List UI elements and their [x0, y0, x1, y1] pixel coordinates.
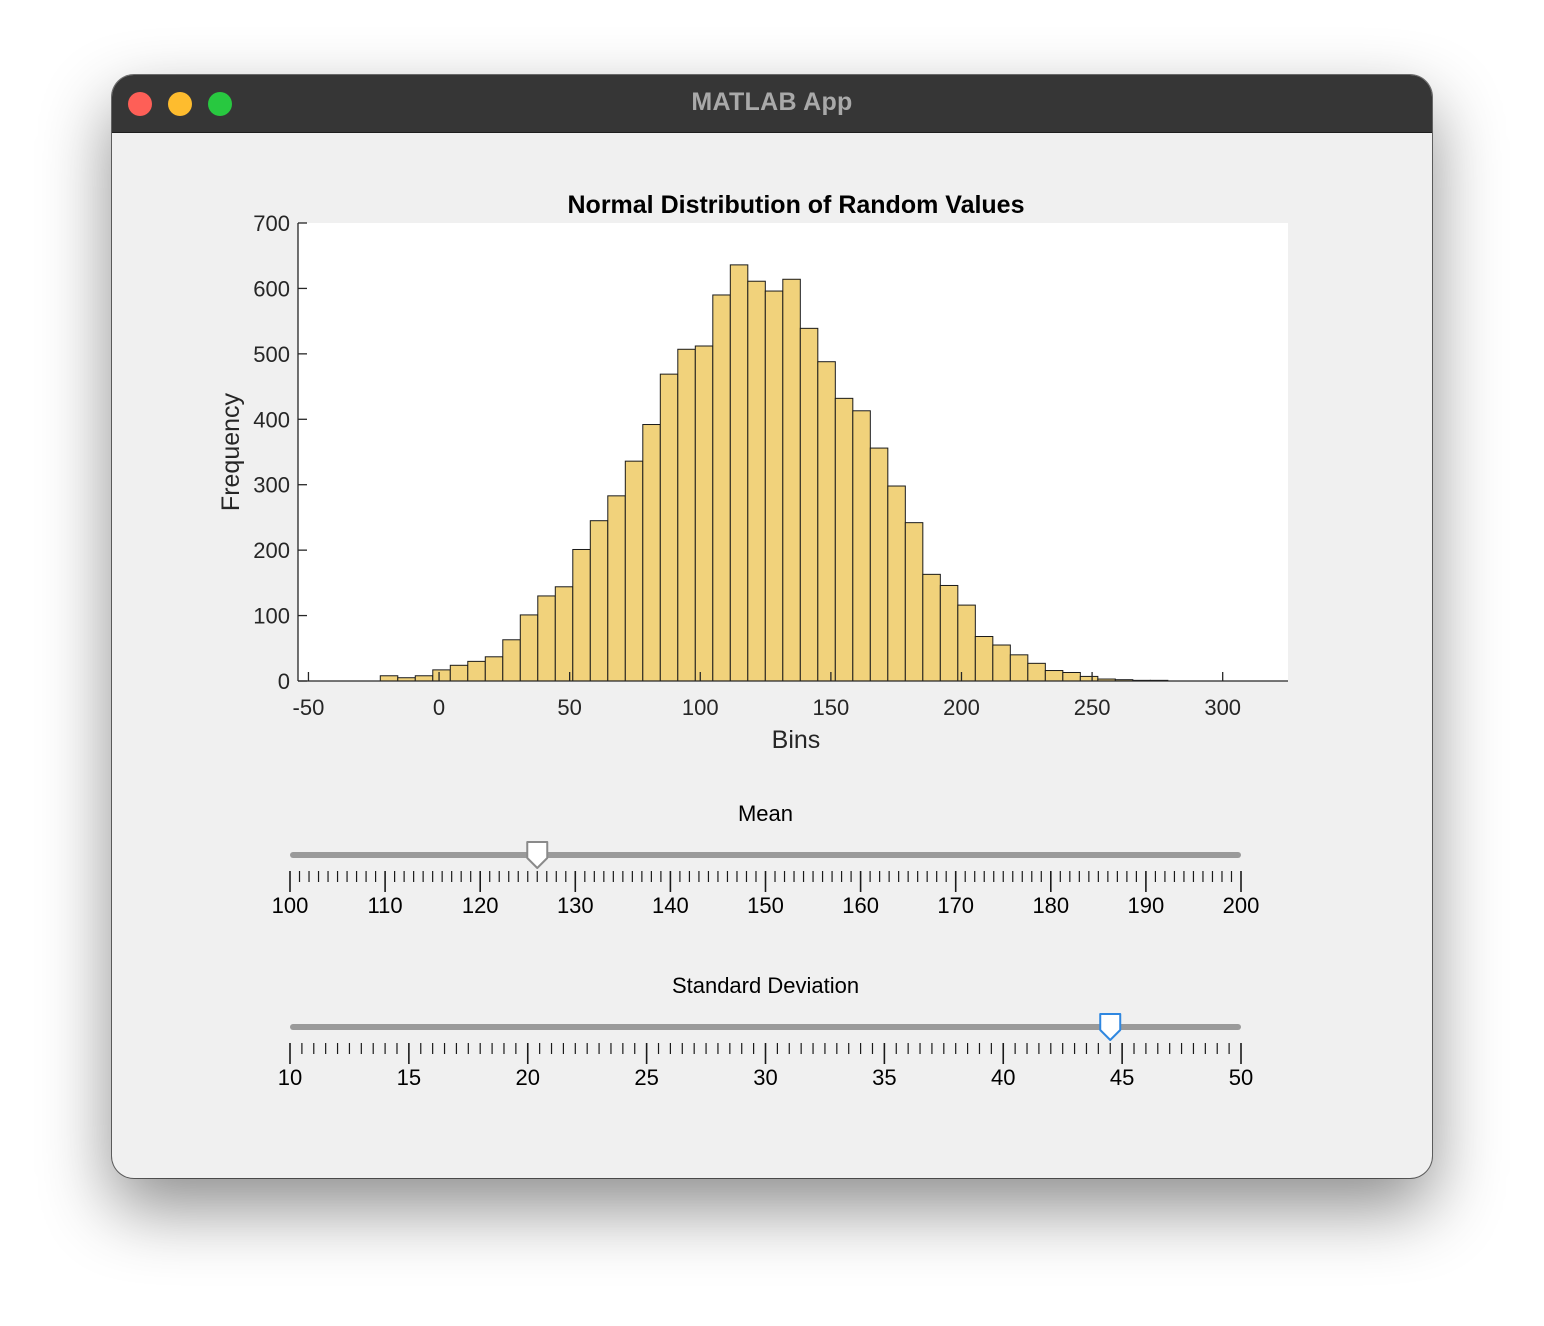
histogram-bar [782, 278, 801, 682]
x-tick-label: 100 [682, 695, 719, 720]
slider-mean[interactable]: Mean 100 110 120 130 140 150 160 170 180 190 200 [272, 801, 1260, 918]
histogram-bar [1062, 671, 1081, 682]
slider-tick-label: 45 [1110, 1065, 1134, 1090]
slider-tick-label: 100 [272, 893, 309, 918]
slider-tick-label: 200 [1223, 893, 1260, 918]
histogram-bar [1079, 675, 1099, 682]
x-tick-label: 300 [1204, 695, 1241, 720]
y-axis-label: Frequency [217, 392, 245, 511]
histogram-bar [449, 664, 469, 682]
slider-tick-label: 10 [278, 1065, 302, 1090]
slider-tick-label: 140 [652, 893, 689, 918]
histogram-bar [414, 675, 434, 682]
histogram-bar [747, 280, 766, 682]
histogram-bar [694, 345, 714, 682]
slider-standard-deviation[interactable]: Standard Deviation 10 15 20 25 30 35 40 45 50 [278, 973, 1253, 1090]
slider-tick-label: 180 [1032, 893, 1069, 918]
y-tick-label: 200 [253, 538, 290, 563]
histogram-bar [379, 675, 399, 682]
histogram-chart: Normal Distribution of Random Values -50… [217, 191, 1288, 754]
histogram-bar [502, 639, 521, 682]
slider-panel: Mean 100 110 120 130 140 150 160 170 180 190 200 Sta… [272, 801, 1260, 1090]
histogram-bar [904, 522, 924, 682]
histogram-bar [817, 361, 836, 682]
slider-thumb[interactable] [526, 841, 549, 869]
slider-tick-label: 15 [397, 1065, 421, 1090]
minimize-button[interactable] [168, 92, 192, 116]
x-tick-label: 50 [557, 695, 581, 720]
slider-tick-label: 35 [872, 1065, 896, 1090]
y-tick-label: 600 [253, 276, 290, 301]
x-tick-label: 150 [813, 695, 850, 720]
histogram-bar [589, 520, 609, 682]
x-tick-label: 200 [943, 695, 980, 720]
histogram-bar [642, 424, 661, 682]
histogram-bar [869, 447, 889, 682]
histogram-bar [467, 660, 486, 682]
histogram-bar [519, 614, 539, 682]
app-content: Normal Distribution of Random Values -50… [112, 133, 1432, 1178]
slider-tick-label: 160 [842, 893, 879, 918]
slider-tick-label: 110 [368, 893, 403, 918]
histogram-bar [834, 397, 854, 682]
slider-label: Standard Deviation [672, 973, 859, 998]
close-button[interactable] [128, 92, 152, 116]
x-tick-label: 0 [433, 695, 445, 720]
histogram-bar [432, 669, 451, 682]
slider-tick-label: 30 [753, 1065, 777, 1090]
y-tick-label: 500 [253, 342, 290, 367]
slider-tick-label: 50 [1229, 1065, 1253, 1090]
y-tick-label: 400 [253, 407, 290, 432]
histogram-bar [677, 348, 696, 682]
y-tick-label: 300 [253, 473, 290, 498]
slider-label: Mean [738, 801, 793, 826]
slider-thumb[interactable] [1099, 1013, 1122, 1041]
slider-tick-label: 190 [1128, 893, 1165, 918]
histogram-bar [729, 264, 749, 682]
slider-track[interactable] [290, 852, 1241, 858]
histogram-bar [852, 410, 871, 682]
app-window: MATLAB App Normal Distribution of Random… [112, 75, 1432, 1178]
y-tick-label: 100 [253, 604, 290, 629]
histogram-bar [607, 495, 626, 682]
slider-tick-label: 130 [557, 893, 594, 918]
histogram-bar [764, 290, 784, 682]
slider-tick-label: 40 [991, 1065, 1015, 1090]
maximize-button[interactable] [208, 92, 232, 116]
histogram-bar [537, 595, 556, 682]
chart-title: Normal Distribution of Random Values [568, 191, 1025, 219]
histogram-bar [992, 644, 1011, 682]
histogram-bar [484, 656, 504, 682]
x-tick-label: -50 [293, 695, 325, 720]
histogram-bar [624, 460, 644, 682]
title-bar[interactable]: MATLAB App [112, 75, 1432, 133]
histogram-bar [1027, 662, 1046, 682]
slider-tick-label: 20 [516, 1065, 540, 1090]
histogram-bar [1009, 654, 1029, 682]
histogram-bar [957, 604, 976, 682]
histogram-bar [799, 327, 819, 682]
y-tick-label: 700 [253, 211, 290, 236]
histogram-bar [572, 548, 591, 682]
slider-tick-label: 170 [937, 893, 974, 918]
slider-tick-label: 120 [462, 893, 499, 918]
histogram-bar [712, 294, 731, 682]
histogram-bar [974, 636, 994, 682]
x-tick-label: 250 [1074, 695, 1111, 720]
histogram-bar [1044, 670, 1064, 682]
histogram-bar [554, 586, 574, 682]
window-title: MATLAB App [691, 88, 853, 116]
slider-tick-label: 150 [747, 893, 784, 918]
histogram-bar [939, 584, 959, 682]
histogram-bar [922, 573, 941, 682]
histogram-bar [659, 373, 679, 682]
x-axis-label: Bins [772, 726, 821, 754]
y-tick-label: 0 [278, 669, 290, 694]
slider-track[interactable] [290, 1024, 1241, 1030]
histogram-bar [887, 485, 906, 682]
slider-tick-label: 25 [634, 1065, 658, 1090]
